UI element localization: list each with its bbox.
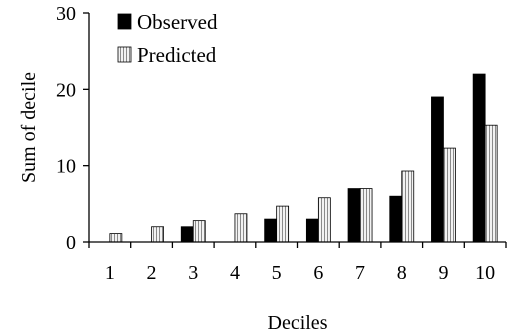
legend-label-observed: Observed xyxy=(137,10,218,34)
x-tick-label: 2 xyxy=(147,262,157,284)
y-axis-title: Sum of decile xyxy=(18,72,40,183)
x-tick-label: 4 xyxy=(230,262,240,284)
observed-bar xyxy=(389,195,403,243)
predicted-bar xyxy=(484,124,498,243)
x-tick-label: 7 xyxy=(355,262,365,284)
x-tick-label: 5 xyxy=(272,262,282,284)
x-axis-tick-labels: 1 2 3 4 5 6 7 8 9 10 xyxy=(105,262,495,284)
predicted-bar xyxy=(317,197,331,243)
predicted-bar xyxy=(109,233,123,243)
predicted-bar xyxy=(234,213,248,243)
x-tick-label: 1 xyxy=(105,262,115,284)
predicted-bar xyxy=(151,226,164,243)
y-tick-label: 0 xyxy=(66,232,76,254)
legend-swatch-predicted xyxy=(117,46,132,63)
x-axis-title: Deciles xyxy=(268,312,328,334)
observed-bar xyxy=(180,226,194,243)
x-axis-ticks xyxy=(88,242,507,248)
observed-bar xyxy=(472,73,486,243)
legend-label-predicted: Predicted xyxy=(137,43,217,67)
observed-bar xyxy=(264,218,278,243)
x-tick-label: 10 xyxy=(475,262,495,284)
predicted-bar xyxy=(276,205,290,243)
x-tick-label: 6 xyxy=(313,262,323,284)
legend: Observed Predicted xyxy=(117,10,218,67)
predicted-bar xyxy=(401,170,415,243)
x-tick-label: 8 xyxy=(397,262,407,284)
predicted-bar xyxy=(443,147,456,243)
y-tick-label: 30 xyxy=(56,3,76,25)
legend-swatch-observed xyxy=(117,13,132,30)
predicted-bar xyxy=(359,188,373,243)
x-tick-label: 3 xyxy=(188,262,198,284)
y-axis-tick-labels: 0 10 20 30 xyxy=(56,3,76,254)
y-tick-label: 20 xyxy=(56,79,76,101)
observed-bar xyxy=(305,218,319,243)
observed-bar xyxy=(431,96,444,243)
x-tick-label: 9 xyxy=(438,262,448,284)
y-tick-label: 10 xyxy=(56,156,76,178)
predicted-bar xyxy=(192,220,206,243)
y-axis-ticks xyxy=(83,12,89,243)
bar-marks xyxy=(109,73,498,243)
observed-bar xyxy=(347,188,361,243)
